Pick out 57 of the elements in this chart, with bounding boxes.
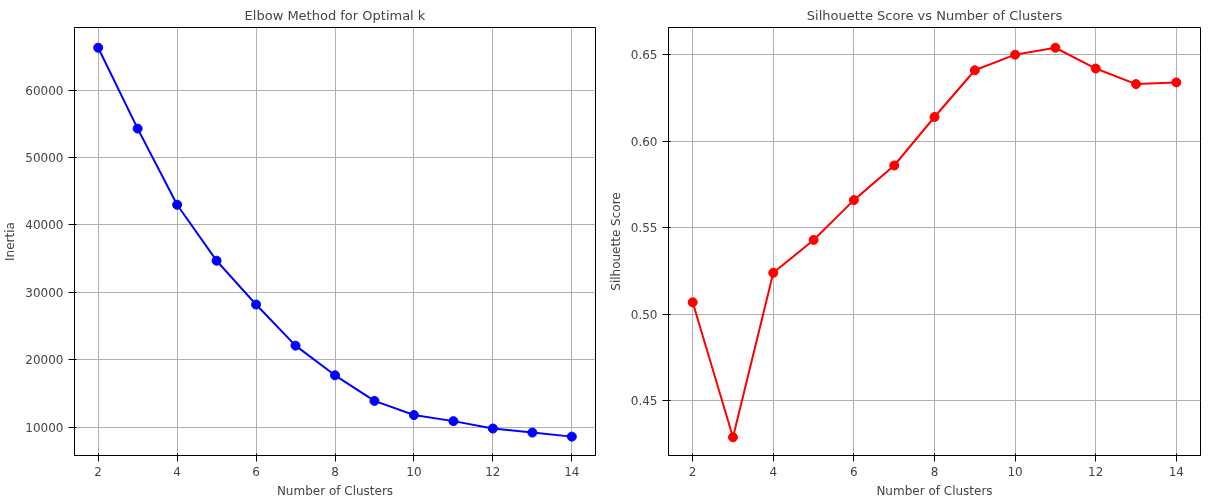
chart-title: Elbow Method for Optimal k	[244, 7, 426, 23]
point	[687, 297, 698, 308]
point	[527, 427, 538, 438]
y-tick-label: 0.60	[630, 134, 658, 149]
point	[1050, 42, 1061, 53]
point	[969, 65, 980, 76]
x-tick-label: 14	[564, 464, 580, 479]
x-tick-label: 8	[331, 464, 339, 479]
point	[768, 267, 779, 278]
point	[448, 416, 459, 427]
y-tick-label: 0.45	[630, 394, 658, 409]
point	[1131, 79, 1142, 90]
point	[566, 431, 577, 442]
point	[808, 234, 819, 245]
point	[929, 112, 940, 122]
x-axis-title: Number of Clusters	[876, 483, 993, 498]
point	[727, 432, 738, 443]
y-tick-label: 40000	[25, 218, 64, 233]
x-tick-label: 8	[930, 464, 939, 479]
x-axis-title: Number of Clusters	[276, 483, 394, 498]
point	[251, 299, 262, 310]
point	[1171, 77, 1182, 88]
y-tick-label: 50000	[25, 151, 64, 166]
chart-title: Silhouette Score vs Number of Clusters	[806, 7, 1063, 23]
x-tick-label: 12	[1088, 464, 1104, 479]
point	[172, 199, 183, 210]
y-tick-label: 0.50	[630, 307, 658, 322]
point	[211, 255, 222, 266]
point	[132, 123, 143, 134]
y-tick-label: 10000	[25, 420, 64, 435]
point	[1090, 63, 1101, 74]
y-axis-title: Silhouette Score	[608, 192, 623, 291]
point	[290, 340, 301, 351]
point	[487, 423, 498, 434]
point	[369, 395, 380, 406]
x-tick-label: 4	[769, 464, 778, 479]
y-axis-title: Inertia	[3, 222, 18, 261]
x-tick-label: 6	[252, 464, 260, 479]
point	[848, 195, 859, 206]
y-tick-label: 20000	[25, 353, 64, 368]
x-tick-label: 2	[94, 464, 103, 479]
point	[408, 410, 419, 421]
point	[330, 370, 340, 381]
point	[889, 160, 900, 171]
x-tick-label: 2	[688, 464, 697, 479]
point	[1010, 49, 1021, 60]
x-tick-label: 12	[485, 464, 501, 479]
x-tick-label: 10	[406, 464, 422, 479]
y-tick-label: 30000	[25, 285, 64, 300]
point	[93, 42, 104, 53]
y-tick-label: 60000	[25, 83, 64, 98]
y-tick-label: 0.65	[630, 48, 658, 63]
y-tick-label: 0.55	[630, 221, 658, 236]
x-tick-label: 4	[173, 464, 181, 479]
x-tick-label: 14	[1168, 464, 1184, 479]
x-tick-label: 10	[1007, 464, 1023, 479]
x-tick-label: 6	[850, 464, 858, 479]
